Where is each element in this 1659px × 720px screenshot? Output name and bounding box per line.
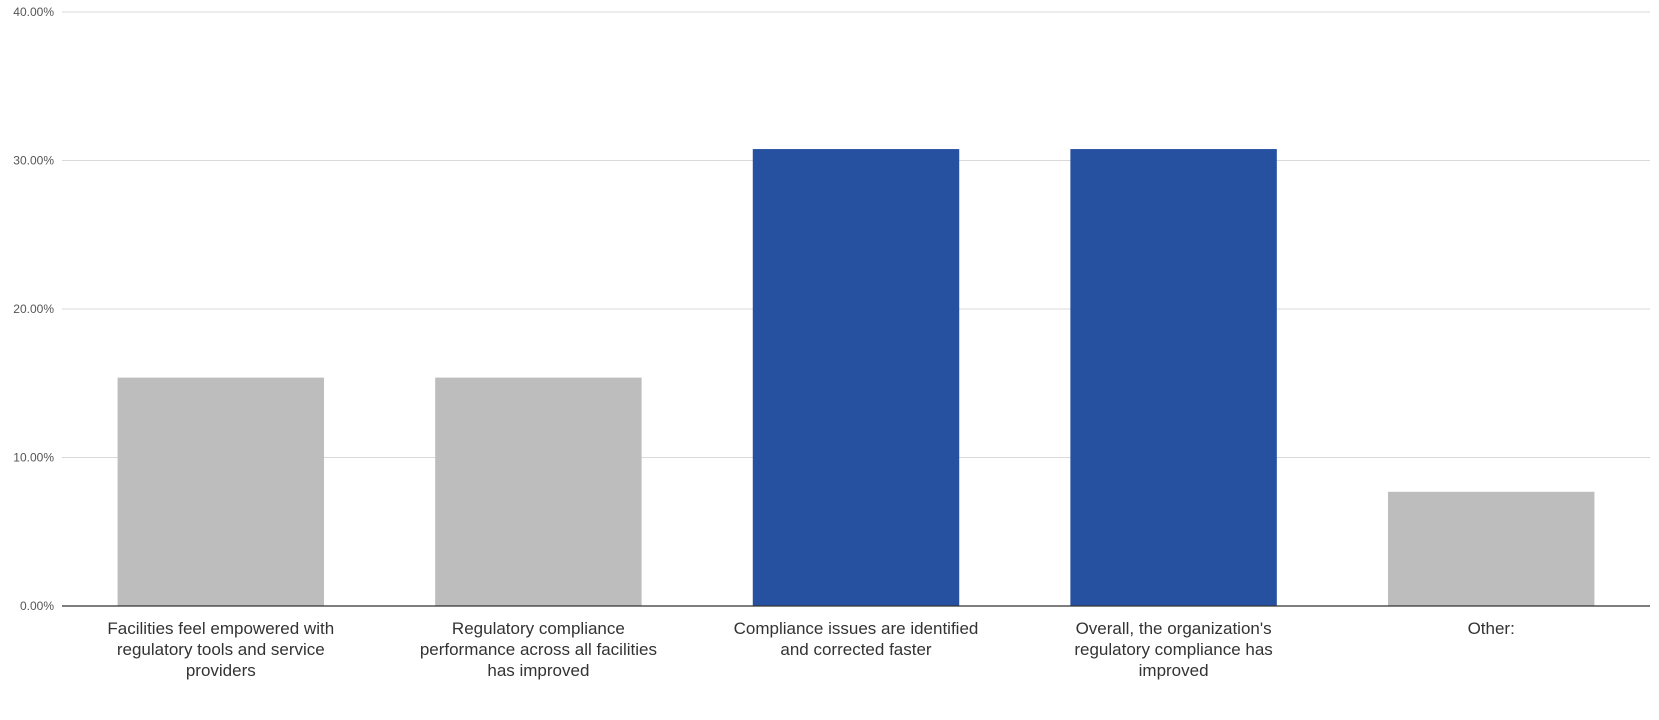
x-category-label-line: providers [185, 661, 256, 680]
x-category-label-line: Facilities feel empowered with [107, 619, 335, 638]
bar-3 [752, 149, 960, 607]
x-category-label: Regulatory compliance performance across … [398, 618, 678, 681]
x-category-label-line: Overall, the organization's [1075, 619, 1272, 638]
x-category-label: Other: [1351, 618, 1631, 639]
y-tick-label: 30.00% [13, 154, 54, 168]
bars [117, 149, 1595, 607]
y-tick-label: 0.00% [20, 599, 54, 613]
x-category-label-line: regulatory tools and service [116, 640, 325, 659]
bar-4 [1070, 149, 1277, 607]
x-category-label-line: performance across all facilities [419, 640, 657, 659]
y-axis-ticks: 0.00% 10.00% 20.00% 30.00% 40.00% [13, 5, 54, 613]
bar-2 [435, 377, 642, 606]
y-tick-label: 20.00% [13, 302, 54, 316]
y-tick-label: 40.00% [13, 5, 54, 19]
x-category-label-line: regulatory compliance has [1074, 640, 1273, 659]
x-category-label: Facilities feel empowered with regulatory… [81, 618, 361, 681]
x-category-label: Overall, the organization's regulatory co… [1034, 618, 1314, 681]
x-category-label: Compliance issues are identified and corr… [716, 618, 996, 660]
x-category-label-line: and corrected faster [780, 640, 932, 659]
bar-5 [1387, 491, 1595, 606]
x-category-label-line: has improved [487, 661, 590, 680]
x-category-label-line: improved [1138, 661, 1209, 680]
bar-1 [117, 377, 325, 606]
x-category-label-line: Other: [1467, 619, 1515, 638]
y-tick-label: 10.00% [13, 451, 54, 465]
x-category-label-line: Compliance issues are identified [733, 619, 979, 638]
x-category-label-line: Regulatory compliance [451, 619, 625, 638]
